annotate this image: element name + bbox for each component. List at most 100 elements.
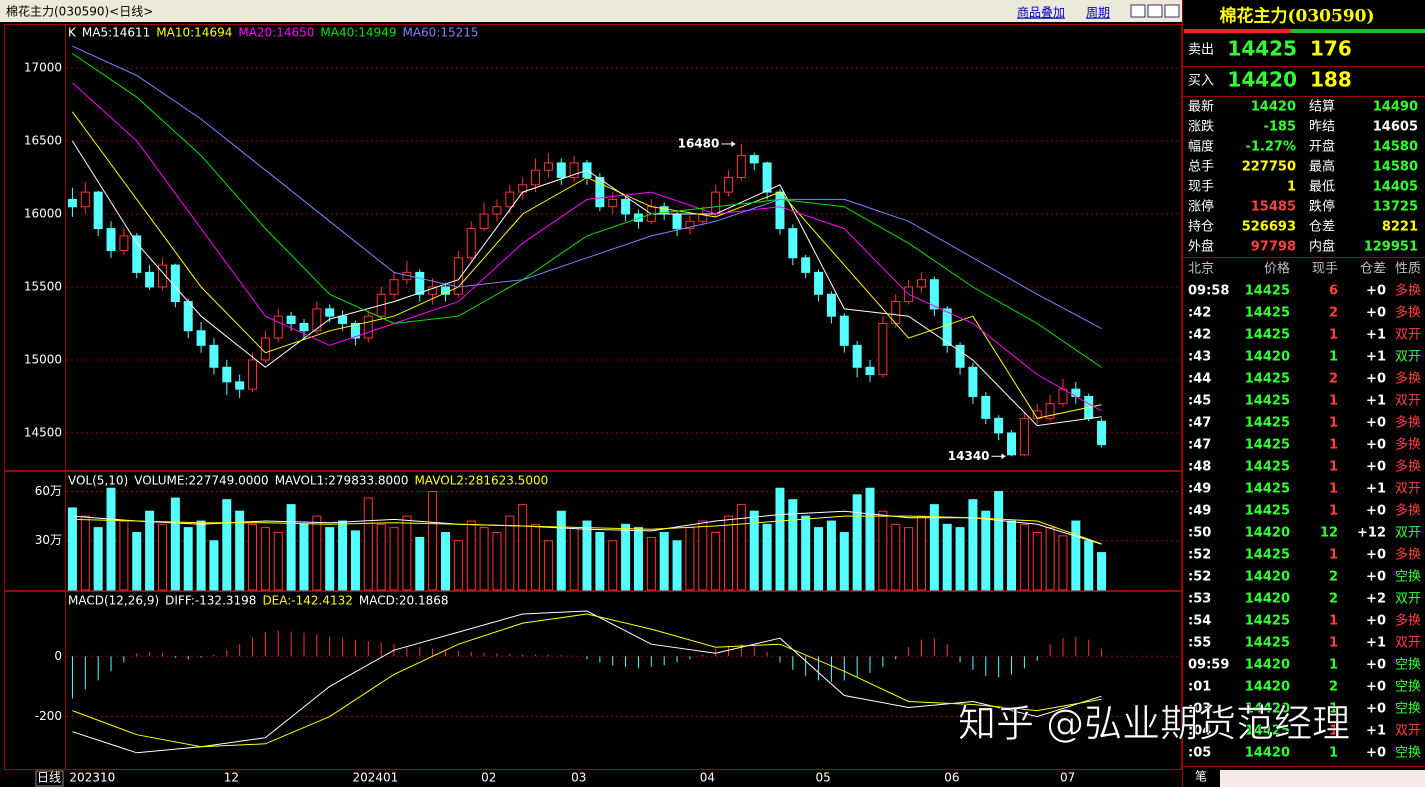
candle-body xyxy=(479,213,489,230)
table-header: 性质 xyxy=(1395,262,1421,277)
volume-bar xyxy=(839,532,849,591)
volume-bar xyxy=(80,515,90,591)
volume-bar xyxy=(1071,520,1081,591)
trade-price: 14425 xyxy=(1245,306,1290,321)
trade-volume: 12 xyxy=(1320,526,1338,541)
candle-body xyxy=(325,308,335,317)
legend-label: VOLUME:227749.0000 xyxy=(134,474,268,488)
x-tick-label: 12 xyxy=(224,771,239,785)
volume-bar xyxy=(736,504,746,591)
overlay-button[interactable]: 商品叠加 xyxy=(1017,5,1065,20)
table-header: 北京 xyxy=(1188,262,1214,277)
candle-body xyxy=(1019,417,1029,456)
volume-bar xyxy=(929,504,939,591)
legend-label: DIFF:-132.3198 xyxy=(165,594,256,608)
candle-body xyxy=(916,279,926,288)
candle-body xyxy=(672,213,682,230)
volume-bar xyxy=(955,527,965,591)
trade-price: 14425 xyxy=(1245,504,1290,519)
trade-time: :52 xyxy=(1188,570,1211,585)
candle-body xyxy=(736,155,746,179)
candle-body xyxy=(428,286,438,295)
volume-bar xyxy=(556,510,566,591)
x-tick-label: 04 xyxy=(700,771,715,785)
trade-price: 14420 xyxy=(1245,680,1290,695)
trade-kind: 双开 xyxy=(1395,328,1421,343)
volume-bar xyxy=(119,520,129,591)
trade-volume: 1 xyxy=(1329,460,1338,475)
trade-time: :54 xyxy=(1188,614,1211,629)
volume-bar xyxy=(402,515,412,591)
trade-kind: 多换 xyxy=(1395,283,1421,299)
volume-bar xyxy=(273,532,283,591)
trade-time: :42 xyxy=(1188,306,1211,321)
period-button[interactable]: 周期 xyxy=(1086,6,1110,20)
trade-volume: 2 xyxy=(1329,680,1338,695)
volume-bar xyxy=(183,527,193,591)
x-tick-label: 202310 xyxy=(69,771,115,785)
volume-bar xyxy=(286,504,296,591)
quote-label: 持仓 xyxy=(1188,220,1214,235)
candle-body xyxy=(196,330,206,346)
trade-kind: 多换 xyxy=(1395,459,1421,475)
annotation-arrowhead xyxy=(1001,453,1006,460)
quote-value: 97798 xyxy=(1251,240,1296,255)
quote-label: 涨跌 xyxy=(1188,119,1214,135)
volume-bar xyxy=(1019,523,1029,591)
trade-time: :01 xyxy=(1188,680,1211,695)
nav-button[interactable] xyxy=(1164,4,1180,18)
volume-bar xyxy=(299,523,309,591)
volume-bar xyxy=(878,510,888,591)
x-tick-label: 05 xyxy=(816,771,831,785)
trade-time: 09:58 xyxy=(1188,284,1229,299)
quote-value: 14580 xyxy=(1373,160,1418,175)
trade-oi: +0 xyxy=(1366,702,1386,717)
quote-label: 最低 xyxy=(1309,180,1335,195)
trade-volume: 1 xyxy=(1329,636,1338,651)
candle-body xyxy=(788,228,798,259)
nav-button[interactable] xyxy=(1130,4,1146,18)
trade-volume: 1 xyxy=(1329,658,1338,673)
trade-time: :45 xyxy=(1188,394,1211,409)
trade-oi: +0 xyxy=(1366,372,1386,387)
volume-bar xyxy=(826,520,836,591)
trade-time: :52 xyxy=(1188,548,1211,563)
volume-bar xyxy=(157,523,167,591)
trade-kind: 双开 xyxy=(1395,394,1421,409)
candle-body xyxy=(685,220,695,230)
volume-bar xyxy=(543,540,553,591)
candle-body xyxy=(865,366,875,376)
trade-volume: 1 xyxy=(1329,504,1338,519)
trade-volume: 1 xyxy=(1329,702,1338,717)
period-tab[interactable] xyxy=(35,770,64,787)
candle-body xyxy=(724,177,734,193)
bid-price: 14420 xyxy=(1227,68,1297,92)
volume-bar xyxy=(338,520,348,591)
annotation-label: 16480 xyxy=(678,136,720,150)
y-tick-label: 15000 xyxy=(24,352,62,366)
quote-label: 跌停 xyxy=(1309,199,1335,215)
trade-price: 14425 xyxy=(1245,636,1290,651)
x-tick-label: 03 xyxy=(571,771,586,785)
trade-oi: +0 xyxy=(1366,548,1386,563)
bid-label: 买入 xyxy=(1188,74,1214,89)
volume-bar xyxy=(852,494,862,591)
footer-tab[interactable]: 笔 xyxy=(1195,769,1207,784)
x-tick-label: 02 xyxy=(481,771,496,785)
trade-time: :43 xyxy=(1188,350,1211,365)
trade-price: 14425 xyxy=(1245,372,1290,387)
volume-bar xyxy=(312,515,322,591)
volume-bar xyxy=(67,507,77,591)
nav-button[interactable] xyxy=(1147,4,1163,18)
candle-body xyxy=(93,191,103,230)
candle-body xyxy=(209,344,219,368)
trade-kind: 双开 xyxy=(1395,724,1421,739)
trade-oi: +1 xyxy=(1366,350,1386,365)
candle-body xyxy=(942,308,952,346)
candle-body xyxy=(1097,420,1107,446)
volume-bar xyxy=(466,520,476,591)
trade-oi: +0 xyxy=(1366,284,1386,299)
footer-strip xyxy=(1220,770,1425,787)
volume-bar xyxy=(801,515,811,591)
annotation-arrowhead xyxy=(731,140,736,147)
